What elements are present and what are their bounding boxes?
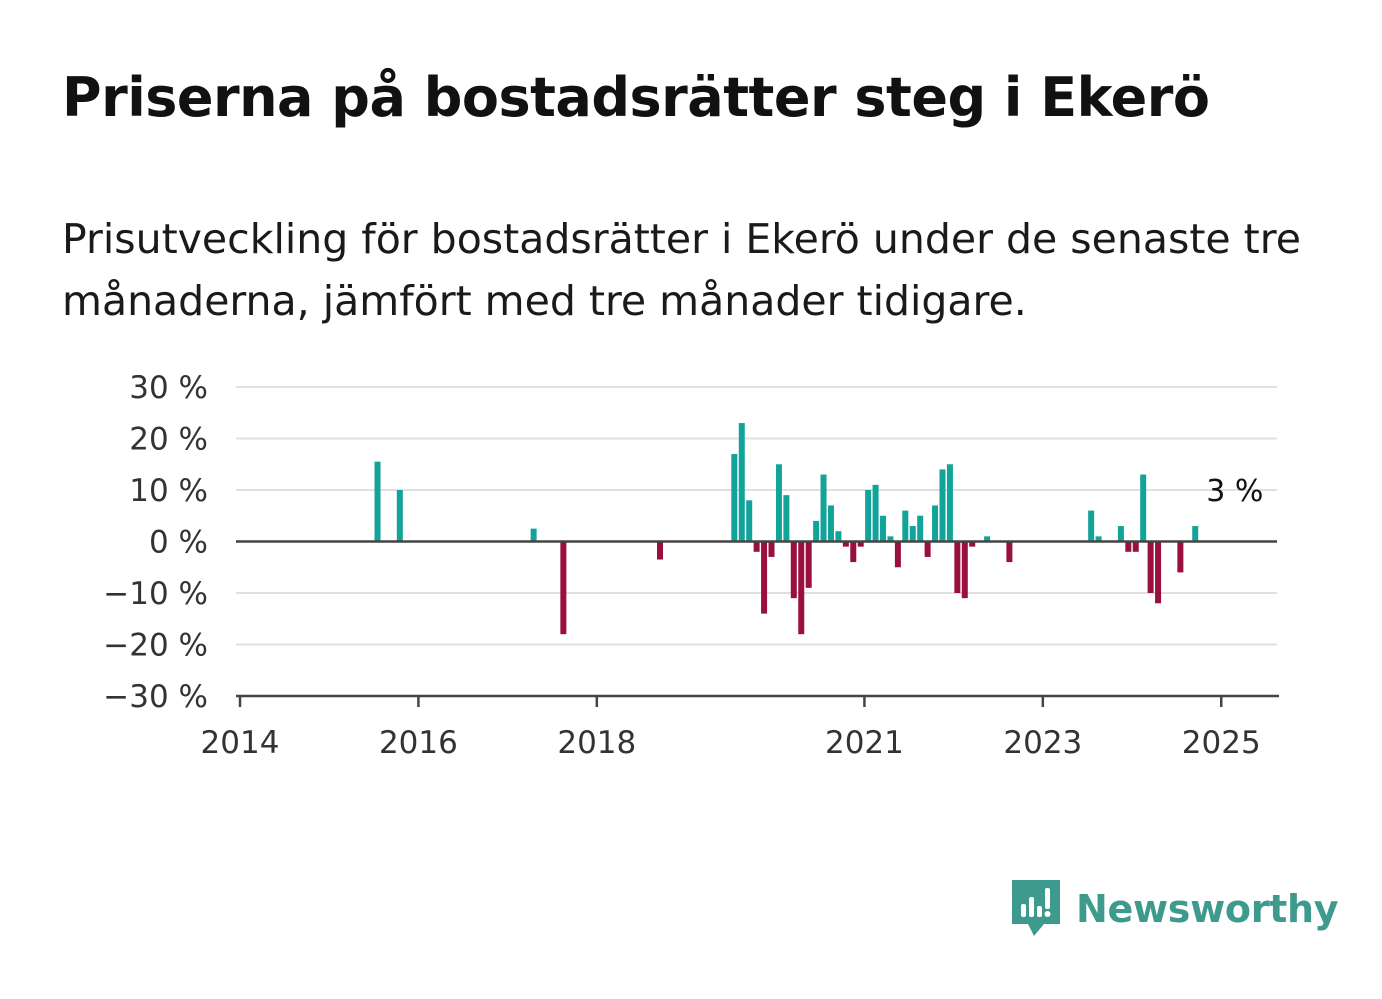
bar bbox=[657, 541, 664, 560]
bar bbox=[775, 464, 782, 542]
bar bbox=[827, 505, 834, 542]
y-tick-label: 20 % bbox=[129, 422, 208, 458]
x-tick-label: 2018 bbox=[557, 725, 636, 761]
bar bbox=[984, 536, 991, 542]
bar bbox=[560, 541, 567, 635]
y-tick-label: −10 % bbox=[103, 576, 208, 612]
chart-subtitle: Prisutveckling för bostadsrätter i Ekerö… bbox=[62, 215, 1301, 325]
x-tick-label: 2016 bbox=[379, 725, 458, 761]
y-tick-label: −20 % bbox=[103, 628, 208, 664]
bar bbox=[1140, 474, 1147, 542]
bar bbox=[887, 536, 894, 542]
bar bbox=[1095, 536, 1102, 542]
bar bbox=[790, 541, 797, 599]
bar bbox=[857, 541, 864, 547]
bar bbox=[865, 490, 872, 542]
bar bbox=[396, 490, 403, 542]
bar bbox=[954, 541, 961, 593]
bar bbox=[374, 461, 381, 542]
bar bbox=[1117, 526, 1124, 542]
bar bbox=[753, 541, 760, 552]
bar bbox=[932, 505, 939, 542]
bar bbox=[738, 423, 745, 542]
chart-title: Priserna på bostadsrätter steg i Ekerö bbox=[62, 66, 1210, 129]
bar bbox=[835, 531, 842, 542]
bar bbox=[909, 526, 916, 542]
bar bbox=[946, 464, 953, 542]
bar bbox=[761, 541, 768, 614]
bar bbox=[1177, 541, 1184, 573]
bar bbox=[1088, 510, 1095, 542]
y-tick-label: 30 % bbox=[129, 370, 208, 406]
axis-layer bbox=[236, 540, 1279, 707]
bar bbox=[1155, 541, 1162, 604]
x-tick-label: 2025 bbox=[1182, 725, 1261, 761]
bar bbox=[902, 510, 909, 542]
brand-name: Newsworthy bbox=[1076, 887, 1339, 931]
y-tick-label: −30 % bbox=[103, 679, 208, 715]
bar-chart: 30 % 20 % 10 % 0 % −10 % −20 % −30 % 2014 2016 20… bbox=[103, 370, 1279, 761]
bar bbox=[1147, 541, 1154, 593]
bar bbox=[530, 528, 537, 542]
newsworthy-bar-icon bbox=[1012, 880, 1060, 936]
x-tick-label: 2014 bbox=[201, 725, 280, 761]
bars-layer bbox=[374, 423, 1199, 635]
bar bbox=[872, 484, 879, 542]
bar bbox=[1125, 541, 1132, 552]
latest-value-label: 3 % bbox=[1206, 474, 1263, 509]
bar bbox=[850, 541, 857, 563]
bar bbox=[924, 541, 931, 557]
bar bbox=[813, 520, 820, 542]
bar bbox=[768, 541, 775, 557]
bar bbox=[939, 469, 946, 542]
bar bbox=[917, 515, 924, 542]
label-layer: 30 % 20 % 10 % 0 % −10 % −20 % −30 % 2014 2016 20… bbox=[103, 370, 1263, 761]
newsworthy-logo[interactable]: Newsworthy bbox=[1010, 876, 1339, 942]
bar bbox=[961, 541, 968, 599]
bar bbox=[731, 453, 738, 542]
bar bbox=[783, 495, 790, 542]
x-tick-label: 2023 bbox=[1003, 725, 1082, 761]
bar bbox=[842, 541, 849, 547]
bar bbox=[880, 515, 887, 542]
y-tick-label: 0 % bbox=[149, 525, 208, 561]
bar bbox=[798, 541, 805, 635]
bar bbox=[805, 541, 812, 588]
bar bbox=[746, 500, 753, 542]
x-tick-label: 2021 bbox=[825, 725, 904, 761]
bar bbox=[1006, 541, 1013, 563]
bar bbox=[820, 474, 827, 542]
bar bbox=[1132, 541, 1139, 552]
bar bbox=[894, 541, 901, 568]
bar bbox=[1192, 526, 1199, 542]
bar bbox=[969, 541, 976, 547]
y-tick-label: 10 % bbox=[129, 473, 208, 509]
